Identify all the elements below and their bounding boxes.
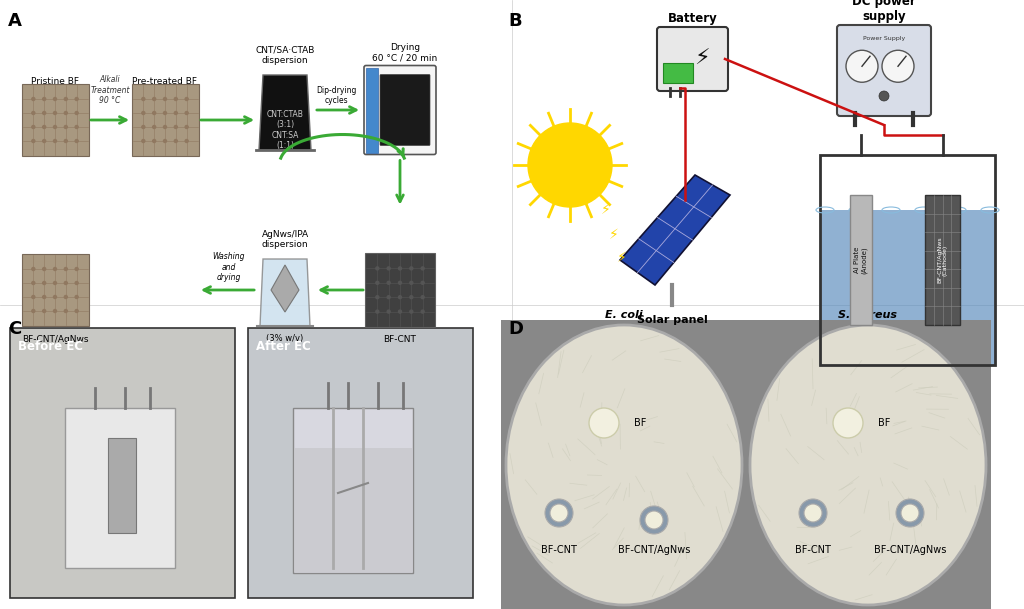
Circle shape: [376, 267, 379, 270]
FancyBboxPatch shape: [745, 320, 991, 609]
Circle shape: [376, 296, 379, 298]
Text: ⚡: ⚡: [593, 178, 603, 192]
Circle shape: [75, 295, 78, 298]
FancyBboxPatch shape: [380, 74, 430, 146]
Circle shape: [398, 310, 401, 313]
Text: Power Supply: Power Supply: [863, 36, 905, 41]
Circle shape: [387, 267, 390, 270]
Text: BF-CNT/AgNws
(Cathode): BF-CNT/AgNws (Cathode): [937, 237, 948, 283]
FancyBboxPatch shape: [248, 328, 473, 598]
Circle shape: [75, 309, 78, 312]
Circle shape: [398, 296, 401, 298]
Circle shape: [142, 139, 144, 143]
Text: CNT:CTAB
(3:1)
CNT:SA
(1:1): CNT:CTAB (3:1) CNT:SA (1:1): [266, 110, 303, 150]
FancyBboxPatch shape: [657, 27, 728, 91]
Text: BF-CNT: BF-CNT: [795, 545, 830, 555]
Circle shape: [142, 111, 144, 114]
Circle shape: [387, 310, 390, 313]
Circle shape: [65, 139, 68, 143]
Circle shape: [421, 267, 424, 270]
Circle shape: [32, 309, 35, 312]
Circle shape: [421, 310, 424, 313]
Circle shape: [43, 139, 46, 143]
Circle shape: [142, 125, 144, 128]
Circle shape: [65, 309, 68, 312]
Circle shape: [43, 111, 46, 114]
FancyBboxPatch shape: [22, 254, 88, 326]
Text: Pristine BF: Pristine BF: [31, 77, 79, 86]
Text: BF-CNT: BF-CNT: [384, 335, 417, 344]
Ellipse shape: [545, 499, 573, 527]
Circle shape: [75, 139, 78, 143]
FancyBboxPatch shape: [501, 320, 746, 609]
Text: SPEC reactor: SPEC reactor: [864, 375, 950, 388]
Text: ⚡: ⚡: [601, 203, 611, 217]
Circle shape: [185, 97, 188, 100]
Text: After EC: After EC: [256, 340, 310, 353]
Text: Dip-drying
cycles: Dip-drying cycles: [316, 86, 356, 105]
Circle shape: [32, 295, 35, 298]
Polygon shape: [260, 259, 310, 326]
Text: BF: BF: [634, 418, 646, 428]
Text: Battery: Battery: [668, 12, 718, 25]
Circle shape: [421, 281, 424, 284]
Circle shape: [164, 139, 167, 143]
Text: Al Plate
(Anode): Al Plate (Anode): [854, 246, 867, 274]
Ellipse shape: [550, 504, 568, 522]
Circle shape: [421, 296, 424, 298]
FancyBboxPatch shape: [663, 63, 693, 83]
Circle shape: [53, 111, 56, 114]
Text: Pre-treated BF: Pre-treated BF: [132, 77, 198, 86]
Circle shape: [410, 310, 413, 313]
Ellipse shape: [640, 506, 668, 534]
Circle shape: [53, 309, 56, 312]
Text: ⚡: ⚡: [694, 49, 710, 69]
Circle shape: [185, 139, 188, 143]
Circle shape: [153, 125, 156, 128]
Text: A: A: [8, 12, 22, 30]
FancyBboxPatch shape: [364, 66, 436, 155]
Text: Before EC: Before EC: [18, 340, 83, 353]
Ellipse shape: [645, 511, 663, 529]
Circle shape: [75, 111, 78, 114]
Circle shape: [528, 123, 612, 207]
Ellipse shape: [589, 408, 618, 438]
Circle shape: [43, 295, 46, 298]
Ellipse shape: [896, 499, 924, 527]
Text: AgNws/IPA
dispersion: AgNws/IPA dispersion: [261, 230, 308, 249]
FancyBboxPatch shape: [294, 448, 412, 572]
Circle shape: [32, 97, 35, 100]
Circle shape: [43, 281, 46, 284]
Circle shape: [410, 267, 413, 270]
Circle shape: [174, 125, 177, 128]
Circle shape: [164, 125, 167, 128]
FancyBboxPatch shape: [925, 195, 961, 325]
Circle shape: [410, 281, 413, 284]
FancyBboxPatch shape: [22, 84, 88, 156]
Circle shape: [410, 296, 413, 298]
Circle shape: [376, 281, 379, 284]
Circle shape: [32, 139, 35, 143]
Circle shape: [398, 281, 401, 284]
Circle shape: [174, 139, 177, 143]
Circle shape: [32, 267, 35, 270]
Ellipse shape: [799, 499, 827, 527]
Circle shape: [65, 267, 68, 270]
FancyBboxPatch shape: [293, 408, 413, 573]
Circle shape: [65, 97, 68, 100]
Text: DC power
supply: DC power supply: [852, 0, 915, 23]
Text: BF-CNT/AgNws: BF-CNT/AgNws: [617, 545, 690, 555]
Ellipse shape: [833, 408, 863, 438]
Text: Drying
60 °C / 20 min: Drying 60 °C / 20 min: [373, 43, 437, 63]
Circle shape: [43, 309, 46, 312]
Circle shape: [174, 97, 177, 100]
Circle shape: [153, 139, 156, 143]
FancyBboxPatch shape: [366, 68, 378, 152]
Circle shape: [846, 51, 878, 82]
Circle shape: [53, 125, 56, 128]
Text: CNT/SA·CTAB
dispersion: CNT/SA·CTAB dispersion: [255, 46, 314, 65]
FancyBboxPatch shape: [820, 210, 995, 365]
Text: ⚡: ⚡: [609, 228, 618, 242]
Circle shape: [142, 97, 144, 100]
Text: BF-CNT/AgNws: BF-CNT/AgNws: [22, 335, 88, 344]
